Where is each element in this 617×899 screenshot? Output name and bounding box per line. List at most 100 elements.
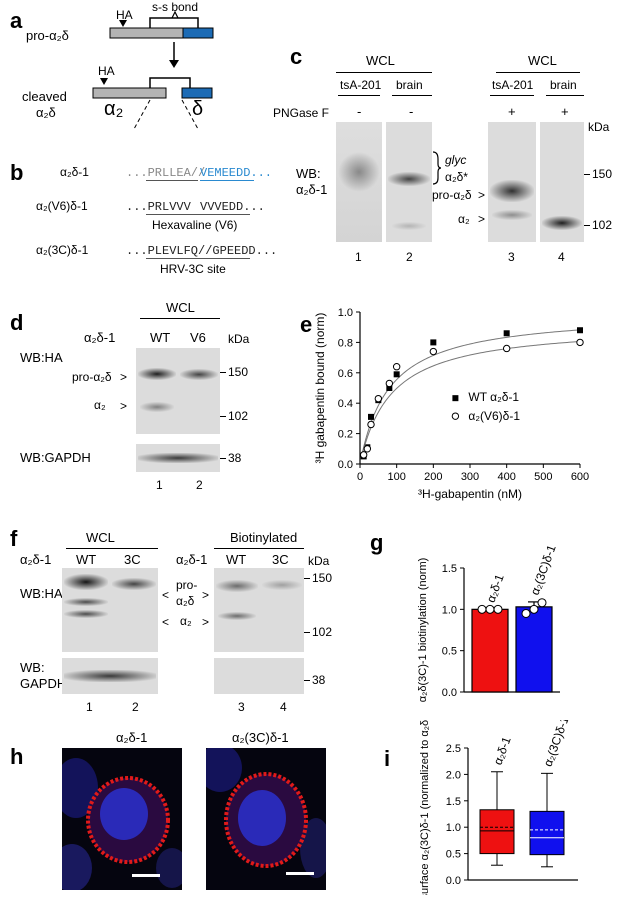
- d-tick-150: [220, 372, 226, 373]
- panel-label-g: g: [370, 530, 384, 555]
- g-data-point: [493, 604, 503, 614]
- g-bar: [515, 606, 553, 693]
- f-gapdh: GAPDH: [20, 676, 67, 691]
- e-point-v6: [363, 445, 372, 453]
- e-point-v6: [429, 347, 438, 356]
- f-lane2: 2: [132, 700, 139, 714]
- g-y-tick-label: 0.0: [442, 687, 457, 699]
- c-m150: 150: [592, 167, 613, 181]
- ha-label-cleaved: HA: [98, 64, 115, 78]
- d-blot-ha: [136, 348, 220, 434]
- e-point-wt: [430, 339, 437, 346]
- c-blot-lane3: [488, 122, 536, 242]
- panel-label-h: h: [10, 744, 24, 769]
- e-x-tick-label: 600: [571, 471, 589, 483]
- f-blot-gapdh-wcl: [62, 658, 158, 694]
- seq-row2-name: α₂(V6)δ-1: [36, 199, 88, 213]
- c-wcl-line-left: [336, 72, 432, 73]
- g-data-point: [485, 604, 495, 614]
- panel-label-i: i: [384, 746, 391, 771]
- i-box: [529, 810, 565, 856]
- panel-label-f: f: [10, 526, 18, 551]
- seq-row1-b: VEMEEDD...: [200, 166, 273, 180]
- g-data-point: [477, 604, 487, 614]
- c-sign1: -: [357, 104, 362, 119]
- f-3c: 3C: [124, 552, 141, 567]
- e-point-v6: [374, 394, 383, 403]
- seq-row2-note: Hexavaline (V6): [152, 218, 238, 232]
- f-lane3: 3: [238, 700, 245, 714]
- f-wbha: WB:HA: [20, 586, 63, 601]
- g-bar: [471, 608, 509, 693]
- e-point-v6: [367, 420, 375, 429]
- c-tick-102: [584, 225, 590, 226]
- d-wbha: WB:HA: [20, 350, 63, 365]
- c-wcl-line-right: [496, 72, 580, 73]
- f-tick-102: [304, 632, 310, 633]
- c-col1: tsA-201: [340, 78, 382, 92]
- e-x-tick-label: 400: [497, 471, 515, 483]
- pro-a2d-label: pro-α₂δ: [26, 28, 69, 43]
- i-category-label: α₂(3C)δ-1: [541, 720, 572, 768]
- f-3c-b: 3C: [272, 552, 289, 567]
- cleaved-a2d-label: α₂δ: [36, 105, 56, 120]
- seq-row1-underline-a: [146, 180, 198, 181]
- c-lane2: 2: [406, 250, 413, 264]
- g-category-label: α₂(3C)δ-1: [528, 543, 559, 597]
- e-point-wt: [577, 327, 583, 334]
- e-point-v6: [576, 338, 584, 347]
- d-v6: V6: [190, 330, 206, 345]
- c-pro-arrow: >: [478, 188, 486, 202]
- chart-g: 0.0 0.5 1.0 1.5 α₂δ(3C)-1 biotinylation (nor…: [417, 543, 560, 703]
- f-m102: 102: [312, 625, 333, 639]
- panel-label-d: d: [10, 310, 24, 335]
- d-tick-102: [220, 416, 226, 417]
- i-y-tick-label: 0.5: [446, 849, 461, 861]
- f-wb: WB:: [20, 660, 45, 675]
- f-wt2: WT: [226, 552, 247, 567]
- g-ylabel: α₂δ(3C)-1 biotinylation (norm): [417, 558, 429, 703]
- f-tick-150: [304, 578, 310, 579]
- c-brace: [432, 151, 442, 185]
- d-wbgapdh: WB:GAPDH: [20, 450, 91, 465]
- ss-bond-label: s-s bond: [152, 0, 199, 14]
- d-tick-38: [220, 458, 226, 459]
- e-y-tick-label: 1.0: [338, 307, 353, 319]
- e-y-tick-label: 0.0: [338, 459, 353, 471]
- f-wcl-line: [66, 548, 158, 549]
- f-kda: kDa: [308, 554, 330, 568]
- d-pro-label: pro-α₂δ: [72, 370, 112, 384]
- panel-a-diagram: [92, 10, 214, 130]
- f-a2: α₂: [180, 614, 192, 628]
- seq-row3-note: HRV-3C site: [160, 262, 226, 276]
- c-col3-line: [490, 95, 534, 96]
- cleaved-label: cleaved: [22, 89, 67, 104]
- d-blot-gapdh: [136, 444, 220, 472]
- h-image-2: [206, 748, 326, 890]
- seq-row2-b: VVVEDD...: [200, 200, 265, 214]
- g-data-point: [537, 598, 547, 608]
- seq-row1-name: α₂δ-1: [60, 165, 89, 179]
- h-title-2: α₂(3C)δ-1: [232, 730, 289, 745]
- f-biot-line: [214, 548, 304, 549]
- c-a2d-star: α₂δ*: [445, 170, 468, 184]
- e-x-tick-label: 100: [387, 471, 405, 483]
- chart-i: 0.0 0.5 1.0 1.5 2.0 2.5 Cell surface α₂(3C)δ-1…: [419, 720, 578, 895]
- e-legend-v6: α₂(V6)δ-1: [468, 409, 520, 423]
- f-a2-arrow-left: <: [162, 615, 170, 629]
- e-point-wt: [503, 330, 510, 337]
- f-biot: Biotinylated: [230, 530, 298, 545]
- c-blot-lane1: [336, 122, 382, 242]
- g-data-point: [529, 604, 539, 614]
- i-category-label: α₂δ-1: [491, 734, 514, 766]
- f-blot-gapdh-biot: [214, 658, 304, 694]
- e-xlabel: ³H-gabapentin (nM): [418, 487, 522, 501]
- panel-label-c: c: [290, 44, 303, 69]
- c-blot-lane4: [540, 122, 584, 242]
- delta-label: δ: [192, 98, 204, 120]
- e-x-tick-label: 300: [461, 471, 479, 483]
- e-y-tick-label: 0.2: [338, 429, 353, 441]
- ha-label-top: HA: [116, 8, 133, 22]
- d-wcl: WCL: [166, 300, 195, 315]
- c-kda: kDa: [588, 120, 610, 134]
